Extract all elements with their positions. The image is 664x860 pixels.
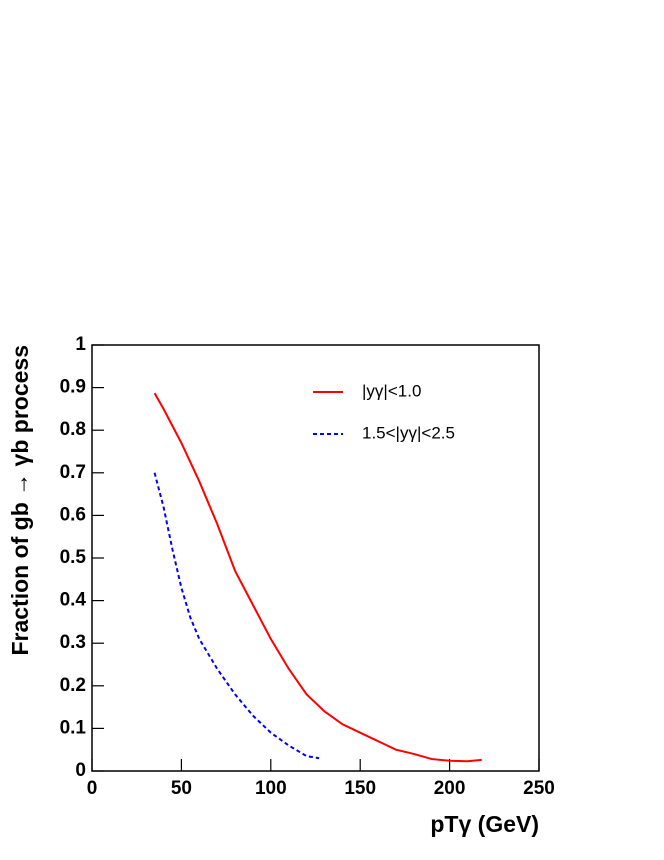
plot-frame bbox=[91, 344, 540, 772]
legend-label: |yγ|<1.0 bbox=[362, 381, 421, 400]
y-tick-label: 0 bbox=[75, 760, 86, 781]
y-tick-label: 0.1 bbox=[60, 717, 87, 738]
y-tick-label: 0.8 bbox=[60, 419, 86, 440]
x-tick-label: 0 bbox=[87, 778, 98, 799]
series-line bbox=[153, 472, 320, 760]
y-tick-label: 0.6 bbox=[60, 504, 86, 525]
y-tick-label: 0.2 bbox=[60, 675, 86, 696]
x-tick-label: 250 bbox=[523, 778, 555, 799]
x-tick-label: 150 bbox=[344, 778, 376, 799]
y-axis-label: Fraction of gb → γb process bbox=[7, 345, 33, 656]
y-tick-label: 1 bbox=[75, 334, 86, 355]
y-tick-label: 0.7 bbox=[60, 462, 86, 483]
x-tick-label: 200 bbox=[434, 778, 466, 799]
y-tick-label: 0.4 bbox=[60, 590, 87, 611]
y-tick-label: 0.5 bbox=[60, 547, 87, 568]
legend-label: 1.5<|yγ|<2.5 bbox=[362, 423, 455, 442]
x-tick-label: 50 bbox=[171, 778, 192, 799]
y-tick-label: 0.9 bbox=[60, 377, 86, 398]
y-tick-label: 0.3 bbox=[60, 632, 86, 653]
x-axis-label: pTγ (GeV) bbox=[430, 811, 539, 837]
series-line bbox=[153, 392, 482, 763]
x-tick-label: 100 bbox=[255, 778, 287, 799]
